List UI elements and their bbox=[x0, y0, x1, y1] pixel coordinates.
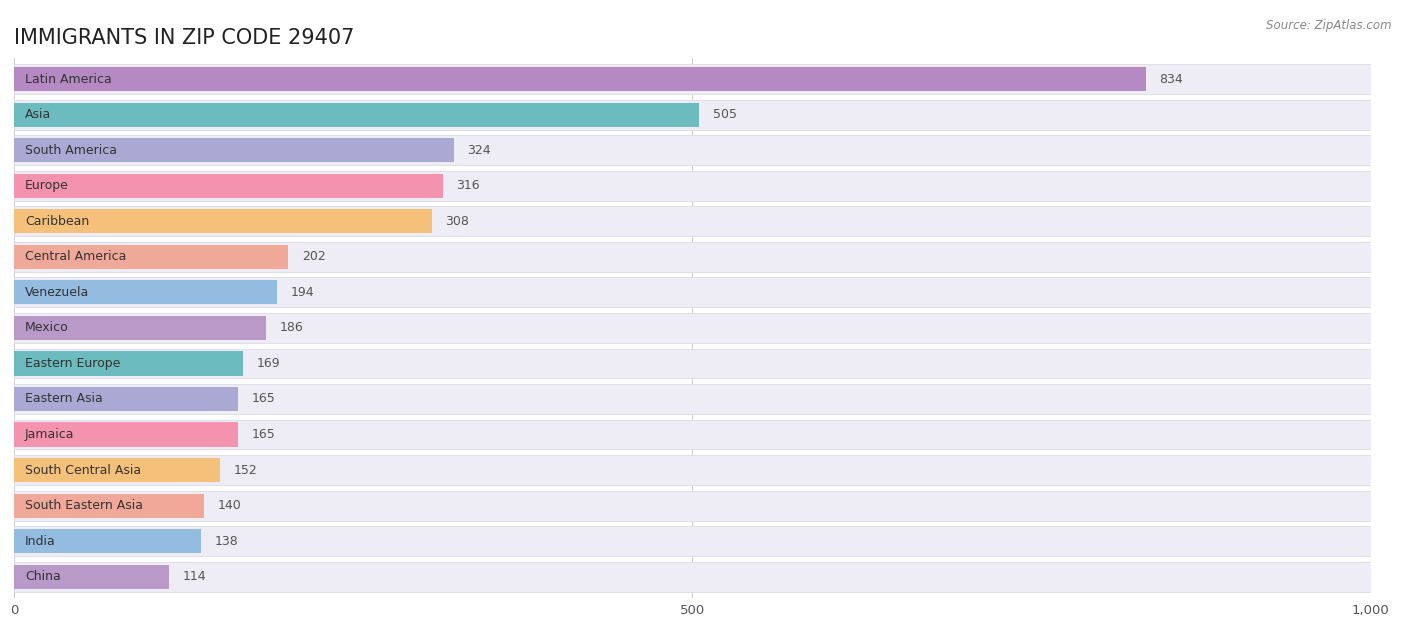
Bar bbox=[14, 420, 1371, 449]
Text: Source: ZipAtlas.com: Source: ZipAtlas.com bbox=[1267, 19, 1392, 32]
Bar bbox=[14, 171, 1371, 201]
Bar bbox=[14, 64, 1371, 94]
Text: 165: 165 bbox=[252, 392, 276, 406]
Text: 165: 165 bbox=[252, 428, 276, 441]
Bar bbox=[14, 565, 169, 589]
Bar bbox=[14, 349, 1371, 378]
Text: 114: 114 bbox=[183, 570, 205, 583]
Text: Caribbean: Caribbean bbox=[25, 215, 89, 228]
Text: 152: 152 bbox=[233, 464, 257, 476]
Bar bbox=[14, 245, 288, 269]
Bar bbox=[14, 491, 1371, 521]
Bar bbox=[14, 316, 266, 340]
Text: South America: South America bbox=[25, 144, 117, 157]
Text: IMMIGRANTS IN ZIP CODE 29407: IMMIGRANTS IN ZIP CODE 29407 bbox=[14, 28, 354, 48]
Text: Europe: Europe bbox=[25, 179, 69, 192]
Bar bbox=[14, 242, 1371, 272]
Bar bbox=[14, 206, 1371, 236]
Bar bbox=[14, 422, 238, 447]
Bar bbox=[14, 280, 277, 305]
Text: 140: 140 bbox=[218, 499, 242, 512]
Bar bbox=[14, 209, 432, 233]
Bar bbox=[14, 529, 201, 553]
Text: 138: 138 bbox=[215, 534, 239, 548]
Bar bbox=[14, 494, 204, 518]
Text: Venezuela: Venezuela bbox=[25, 286, 89, 299]
Text: 834: 834 bbox=[1159, 73, 1182, 86]
Text: 194: 194 bbox=[291, 286, 315, 299]
Bar bbox=[14, 138, 454, 162]
Bar bbox=[14, 67, 1146, 91]
Text: South Eastern Asia: South Eastern Asia bbox=[25, 499, 143, 512]
Bar bbox=[14, 387, 238, 411]
Text: South Central Asia: South Central Asia bbox=[25, 464, 141, 476]
Bar bbox=[14, 174, 443, 198]
Bar bbox=[14, 384, 1371, 414]
Text: 316: 316 bbox=[457, 179, 479, 192]
Bar bbox=[14, 103, 699, 127]
Bar bbox=[14, 135, 1371, 165]
Bar bbox=[14, 562, 1371, 592]
Text: 324: 324 bbox=[467, 144, 491, 157]
Bar bbox=[14, 458, 221, 482]
Text: Central America: Central America bbox=[25, 250, 127, 264]
Text: Eastern Europe: Eastern Europe bbox=[25, 357, 121, 370]
Text: 186: 186 bbox=[280, 322, 304, 334]
Text: Jamaica: Jamaica bbox=[25, 428, 75, 441]
Text: 169: 169 bbox=[257, 357, 281, 370]
Text: Mexico: Mexico bbox=[25, 322, 69, 334]
Bar bbox=[14, 455, 1371, 485]
Bar bbox=[14, 526, 1371, 556]
Bar bbox=[14, 313, 1371, 343]
Text: India: India bbox=[25, 534, 56, 548]
Text: Asia: Asia bbox=[25, 108, 51, 122]
Text: China: China bbox=[25, 570, 60, 583]
Bar bbox=[14, 100, 1371, 130]
Text: Eastern Asia: Eastern Asia bbox=[25, 392, 103, 406]
Bar bbox=[14, 278, 1371, 307]
Text: 505: 505 bbox=[713, 108, 737, 122]
Text: Latin America: Latin America bbox=[25, 73, 111, 86]
Bar bbox=[14, 351, 243, 376]
Text: 202: 202 bbox=[302, 250, 325, 264]
Text: 308: 308 bbox=[446, 215, 470, 228]
